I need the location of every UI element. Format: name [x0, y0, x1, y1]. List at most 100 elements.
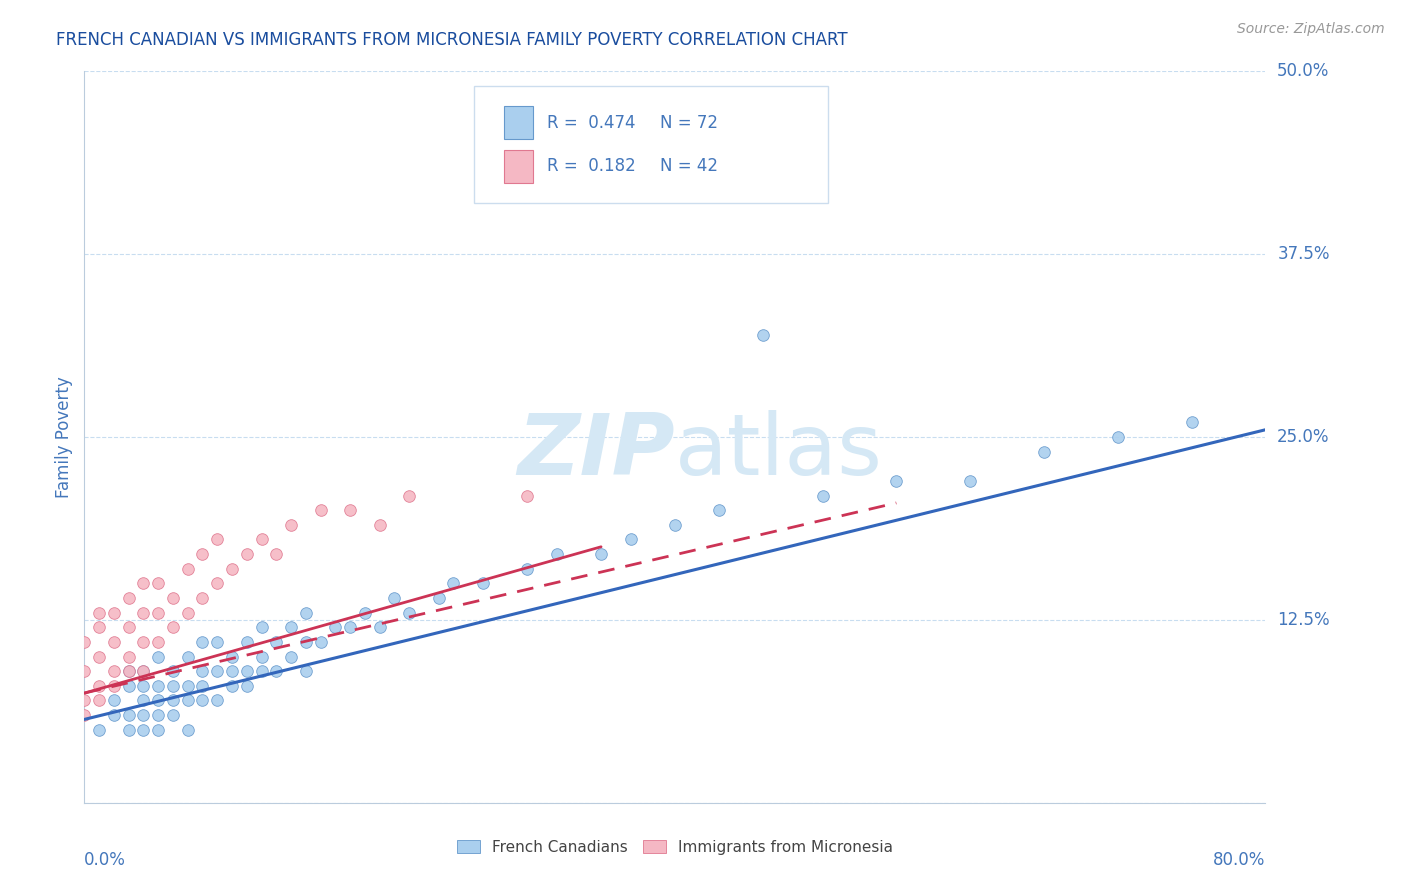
Point [148, 576, 170, 591]
Text: R =  0.182: R = 0.182 [547, 158, 636, 176]
Point [250, 664, 273, 678]
Point [1033, 444, 1056, 458]
Point [162, 679, 184, 693]
Point [118, 679, 141, 693]
Point [811, 489, 834, 503]
Point [427, 591, 450, 605]
Point [266, 547, 288, 561]
Legend: French Canadians, Immigrants from Micronesia: French Canadians, Immigrants from Micron… [450, 834, 900, 861]
Point [73, 708, 96, 723]
Point [280, 649, 302, 664]
Point [132, 723, 155, 737]
Point [516, 489, 538, 503]
Point [295, 635, 318, 649]
Text: ZIP: ZIP [517, 410, 675, 493]
Point [132, 635, 155, 649]
Point [103, 664, 125, 678]
Point [443, 576, 465, 591]
Point [280, 620, 302, 634]
Text: 37.5%: 37.5% [1277, 245, 1330, 263]
Point [221, 679, 243, 693]
Point [620, 533, 643, 547]
Point [87, 649, 111, 664]
Point [73, 664, 96, 678]
Point [177, 723, 200, 737]
Point [266, 635, 288, 649]
Point [118, 591, 141, 605]
Point [177, 606, 200, 620]
Y-axis label: Family Poverty: Family Poverty [55, 376, 73, 498]
Point [132, 708, 155, 723]
Point [368, 620, 391, 634]
Bar [503, 106, 533, 139]
Point [236, 664, 259, 678]
Point [591, 547, 613, 561]
Point [103, 679, 125, 693]
Point [132, 664, 155, 678]
Point [221, 664, 243, 678]
Point [266, 664, 288, 678]
Point [162, 591, 184, 605]
Text: N = 42: N = 42 [659, 158, 717, 176]
Point [162, 708, 184, 723]
Point [236, 635, 259, 649]
Point [177, 693, 200, 707]
Point [382, 591, 406, 605]
Point [87, 679, 111, 693]
Point [148, 679, 170, 693]
Text: 25.0%: 25.0% [1277, 428, 1330, 446]
Point [191, 679, 214, 693]
Point [162, 620, 184, 634]
Point [398, 489, 420, 503]
Point [250, 649, 273, 664]
Point [709, 503, 731, 517]
Point [191, 635, 214, 649]
Point [207, 533, 229, 547]
Point [148, 606, 170, 620]
Point [103, 606, 125, 620]
Text: N = 72: N = 72 [659, 113, 717, 131]
Point [886, 474, 908, 488]
Point [118, 620, 141, 634]
Point [221, 649, 243, 664]
Point [354, 606, 377, 620]
Point [148, 723, 170, 737]
Point [634, 123, 657, 137]
Point [368, 517, 391, 532]
Point [295, 664, 318, 678]
Point [118, 723, 141, 737]
Point [207, 664, 229, 678]
Point [207, 693, 229, 707]
Point [118, 649, 141, 664]
Point [516, 562, 538, 576]
Point [132, 576, 155, 591]
Point [959, 474, 981, 488]
Text: FRENCH CANADIAN VS IMMIGRANTS FROM MICRONESIA FAMILY POVERTY CORRELATION CHART: FRENCH CANADIAN VS IMMIGRANTS FROM MICRO… [56, 31, 848, 49]
Point [118, 664, 141, 678]
Point [472, 576, 495, 591]
Point [148, 649, 170, 664]
Point [73, 635, 96, 649]
Point [250, 533, 273, 547]
Text: 12.5%: 12.5% [1277, 611, 1330, 629]
Point [87, 693, 111, 707]
Point [148, 693, 170, 707]
Point [132, 664, 155, 678]
Bar [503, 150, 533, 183]
Point [103, 635, 125, 649]
Point [1181, 416, 1204, 430]
Point [339, 503, 361, 517]
Point [103, 693, 125, 707]
Point [103, 708, 125, 723]
Point [325, 620, 347, 634]
Point [309, 635, 332, 649]
Point [177, 649, 200, 664]
Point [132, 693, 155, 707]
Point [191, 547, 214, 561]
Text: R =  0.474: R = 0.474 [547, 113, 636, 131]
Point [73, 693, 96, 707]
Point [236, 679, 259, 693]
Point [398, 606, 420, 620]
Point [177, 562, 200, 576]
Point [236, 547, 259, 561]
